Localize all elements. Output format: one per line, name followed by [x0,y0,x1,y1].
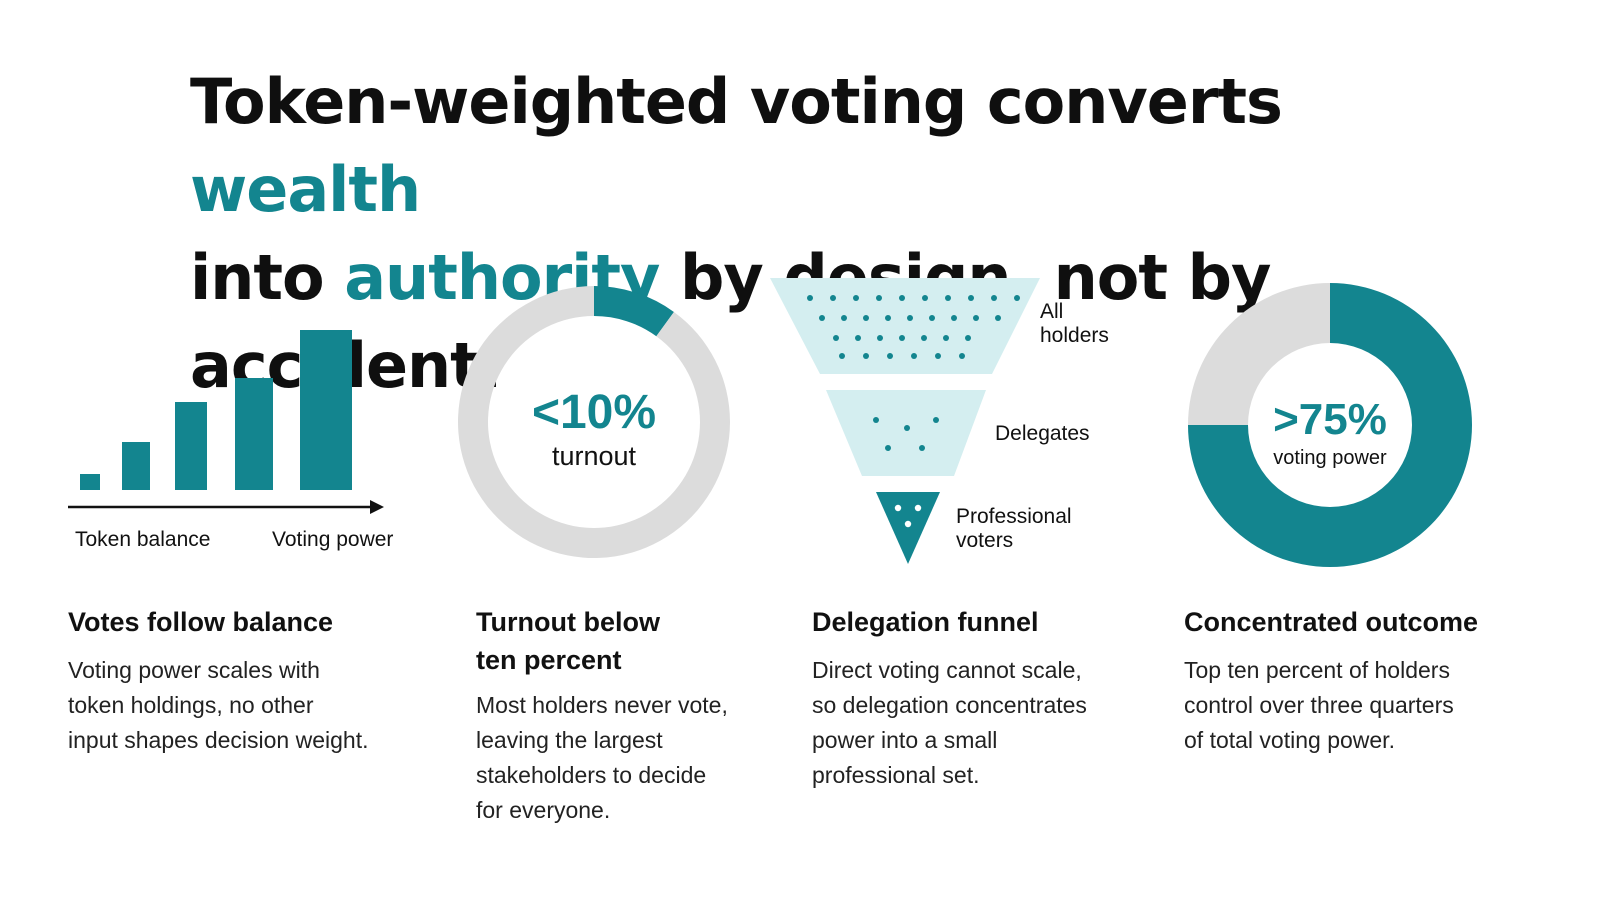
panel-body: Voting power scales with token holdings,… [68,657,369,753]
holder-dot [863,353,869,359]
holder-dot [839,353,845,359]
holder-dot [922,295,928,301]
balance-bar-3 [175,402,207,490]
holder-dot [965,335,971,341]
holder-dot [853,295,859,301]
holder-dot [995,315,1001,321]
holder-dot [807,295,813,301]
turnout-slice-1 [594,286,674,337]
panel-title: Concentrated outcome [1184,607,1479,637]
holder-dot [959,353,965,359]
balance-bar-5 [300,330,352,490]
voting-power-slice-1 [1188,283,1472,567]
holder-dot [951,315,957,321]
balance-bar-chart: Token balance Voting power [68,330,393,551]
voting-power-label: voting power [1273,447,1387,469]
holder-dot [876,295,882,301]
professional-dot [904,520,912,528]
delegate-dot [919,445,925,451]
panel-title: Delegation funnel [812,607,1039,637]
balance-bar-4 [235,378,273,490]
headline-accent-wealth: wealth [190,153,421,226]
delegate-dot [904,425,910,431]
delegate-dot [873,417,879,423]
holder-dot [945,295,951,301]
holder-dot [887,353,893,359]
professional-dot [894,504,902,512]
holder-dot [863,315,869,321]
panel-body: Direct voting cannot scale, so delegatio… [812,657,1087,788]
holder-dot [943,335,949,341]
holder-dot [819,315,825,321]
professional-dot [914,504,922,512]
turnout-percent: <10% [532,386,656,439]
delegate-dot [885,445,891,451]
funnel-stage-delegates [826,390,986,476]
voting-power-slice-2 [1188,283,1330,425]
label-all-holders: All holders [1040,300,1109,347]
balance-bar-1 [80,474,100,490]
turnout-label: turnout [552,441,637,471]
headline-line-1: Token-weighted voting converts wealth [190,65,1283,226]
holder-dot [885,315,891,321]
holder-dot [1014,295,1020,301]
panel-body: Top ten percent of holders control over … [1184,657,1454,753]
funnel-stage-all-holders [770,278,1040,374]
holder-dot [833,335,839,341]
label-token-balance: Token balance [75,528,210,551]
holder-dot [855,335,861,341]
holder-dot [830,295,836,301]
voting-power-donut: >75% voting power [1188,283,1472,567]
arrow-head-icon [370,500,384,514]
holder-dot [921,335,927,341]
holder-dot [911,353,917,359]
holder-dot [841,315,847,321]
panel-body: Most holders never vote, leaving the lar… [476,692,728,823]
label-voting-power: Voting power [272,528,393,551]
panel-title: Votes follow balance [68,607,334,637]
panel-title: Turnout below ten percent [476,607,660,675]
label-professional-voters: Professional voters [956,505,1077,552]
voting-power-percent: >75% [1273,395,1387,444]
turnout-donut: <10% turnout [458,286,730,558]
delegation-funnel-diagram: All holders Delegates Professional voter… [770,278,1109,564]
holder-dot [877,335,883,341]
holder-dot [899,335,905,341]
balance-bar-2 [122,442,150,490]
delegate-dot [933,417,939,423]
holder-dot [973,315,979,321]
label-delegates: Delegates [995,422,1090,445]
holder-dot [935,353,941,359]
holder-dot [929,315,935,321]
holder-dot [991,295,997,301]
holder-dot [968,295,974,301]
funnel-stage-professional-voters [876,492,940,564]
holder-dot [907,315,913,321]
holder-dot [899,295,905,301]
